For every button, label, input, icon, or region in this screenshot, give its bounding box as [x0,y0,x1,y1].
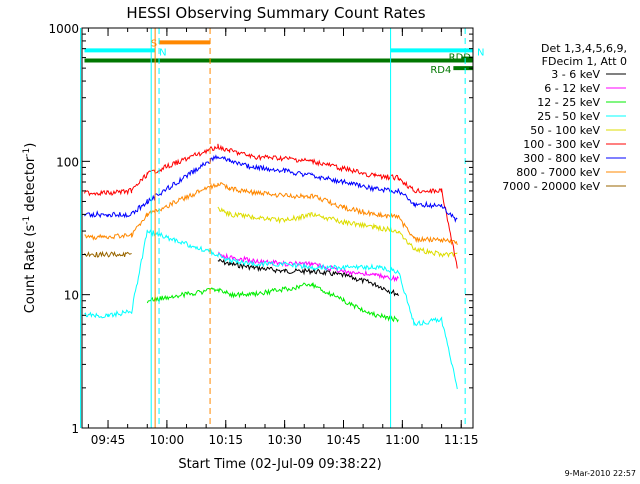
x-tick-label: 11:15 [444,433,479,447]
x-tick-label: 10:15 [208,433,243,447]
series-line [217,258,399,297]
series-line [84,250,132,258]
axes: 09:45 10:00 10:15 10:30 10:45 11:00 11:15 1 10 10… [48,22,478,447]
obs-bar-label: RD4 [430,65,451,76]
legend-header: FDecim 1, Att 0 [542,55,627,68]
x-tick-label: 09:45 [91,433,126,447]
series-line [217,206,458,258]
series-line [84,143,458,269]
y-tick-label: 100 [56,155,79,169]
y-tick-label: 1000 [48,22,79,36]
y-axis-label-end: ) [23,143,38,148]
series-4 [217,206,458,258]
obs-bar-label: RDD [449,53,472,64]
plot-frame [81,27,474,429]
series-line [84,182,458,246]
legend-entry: 300 - 800 keV [523,152,600,165]
footer-date: 9-Mar-2010 22:57 [565,469,636,478]
obs-bar-label: N [477,47,484,58]
y-axis-label-mid: detector [23,156,38,216]
plot-area [84,143,458,390]
legend-header: Det 1,3,4,5,6,9, [541,42,627,55]
y-axis-label-exp1: -1 [22,216,32,225]
obs-bar-label: N [159,47,166,58]
legend-entry: 800 - 7000 keV [516,166,600,179]
x-tick-label: 10:30 [267,433,302,447]
x-tick-label: 11:00 [385,433,420,447]
series-1 [217,251,399,283]
series-7 [84,182,458,246]
x-tick-label: 10:45 [326,433,361,447]
y-axis-label-base: Count Rate (s [23,225,38,314]
legend-entry: 50 - 100 keV [530,124,600,137]
legend-entry: 25 - 50 keV [537,110,600,123]
x-tick-label: 10:00 [150,433,185,447]
y-tick-label: 10 [64,289,79,303]
series-2 [146,281,399,323]
legend-entry: 3 - 6 keV [551,68,600,81]
y-axis-label: Count Rate (s-1 detector-1) [22,143,38,314]
legend-entry: 7000 - 20000 keV [502,180,600,193]
obs-bar-label: S [151,38,157,49]
legend: Det 1,3,4,5,6,9,FDecim 1, Att 03 - 6 keV… [502,42,627,193]
x-axis-label: Start Time (02-Jul-09 09:38:22) [178,457,381,472]
series-line [217,251,399,283]
legend-entry: 6 - 12 keV [544,82,600,95]
series-line [84,154,458,223]
series-8 [84,250,132,258]
chart-title: HESSI Observing Summary Count Rates [126,4,425,22]
event-lines [80,28,466,428]
y-tick-label: 1 [71,422,79,436]
series-line [146,281,399,323]
series-6 [84,154,458,223]
series-3 [84,229,458,390]
series-5 [84,143,458,269]
series-0 [217,258,399,297]
legend-entry: 100 - 300 keV [523,138,600,151]
y-axis-label-exp2: -1 [22,148,32,157]
legend-entry: 12 - 25 keV [537,96,600,109]
series-line [84,229,458,390]
